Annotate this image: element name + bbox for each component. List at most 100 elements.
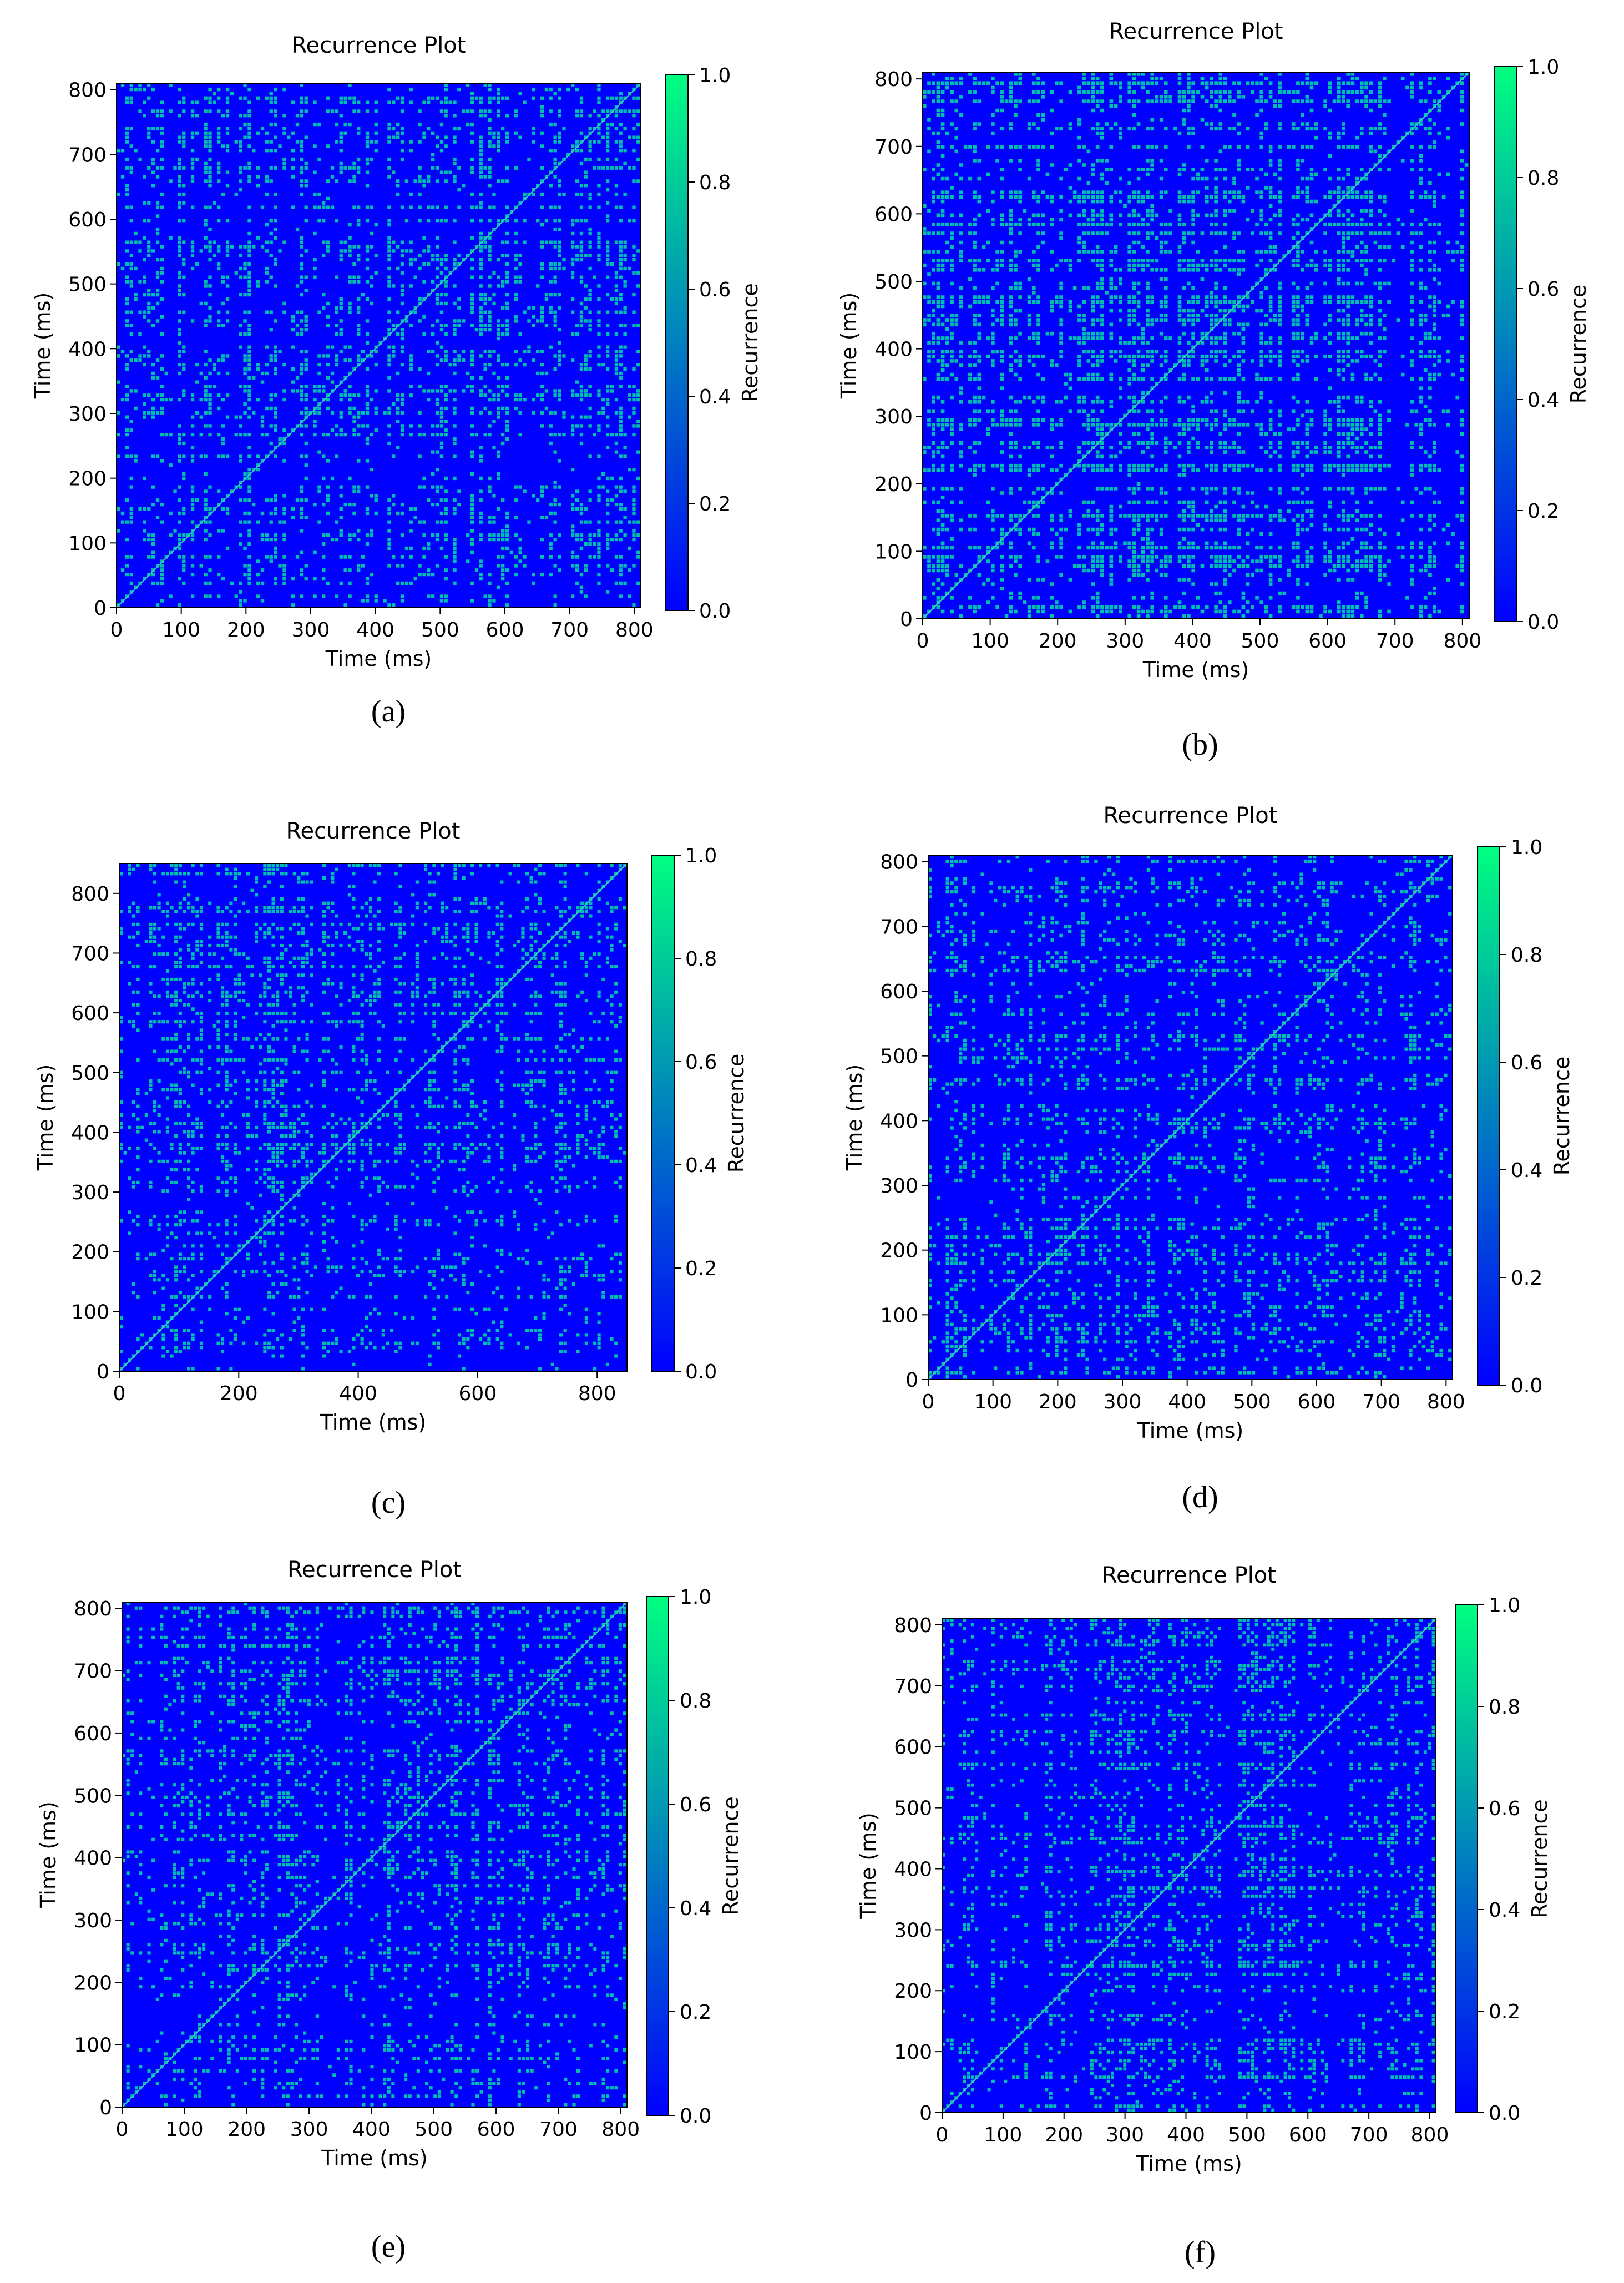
colorbar-label: Recurrence [719,1796,743,1916]
y-tick-label: 300 [68,403,107,426]
chart-title: Recurrence Plot [287,1557,462,1583]
x-tick-label: 500 [421,619,459,642]
y-tick-label: 100 [68,532,107,555]
plot-frame [122,1602,628,2108]
y-tick-label: 600 [68,209,107,231]
y-tick-label: 0 [94,597,107,620]
line-of-identity [122,1602,628,2108]
colorbar [651,855,675,1372]
subfigure-label: (b) [1182,728,1218,762]
y-tick-label: 100 [874,541,913,563]
x-tick-label: 800 [601,2118,640,2141]
colorbar-label: Recurrence [1566,285,1591,404]
y-tick-label: 200 [74,1972,112,1994]
y-tick-label: 400 [68,338,107,361]
colorbar-tick-label: 0.0 [1527,611,1559,634]
x-tick-label: 200 [1045,2124,1083,2146]
y-tick-label: 800 [880,851,918,874]
x-tick-label: 500 [1228,2124,1266,2146]
y-axis-label: Time (ms) [837,292,861,400]
colorbar-tick-label: 0.2 [685,1257,717,1280]
colorbar-tick-label: 0.2 [1489,2001,1520,2023]
x-tick-label: 600 [1308,630,1347,653]
colorbar-tick-label: 0.4 [1527,389,1559,412]
colorbar-tick-label: 0.0 [1489,2102,1520,2125]
colorbar-label: Recurrence [738,283,762,402]
colorbar-label: Recurrence [1527,1799,1552,1918]
y-tick-label: 200 [874,473,913,496]
y-tick-label: 0 [905,1369,918,1392]
x-tick-label: 700 [550,619,589,642]
recurrence-plot-c: Recurrence Plot 0 200 400 600 800 0 100 200 300 40… [33,819,748,1435]
colorbar-tick-label: 0.8 [699,171,731,194]
x-tick-label: 600 [486,619,524,642]
line-of-identity [928,855,1453,1380]
colorbar-tick-label: 0.8 [1489,1696,1520,1719]
x-tick-label: 400 [339,1382,377,1405]
colorbar-tick-label: 1.0 [685,845,717,867]
y-tick-label: 500 [874,271,913,294]
y-tick-label: 400 [874,339,913,361]
x-tick-label: 700 [539,2118,578,2141]
x-tick-label: 300 [1104,1391,1142,1413]
y-tick-label: 200 [880,1240,918,1262]
y-tick-label: 300 [71,1181,109,1204]
colorbar-tick-label: 1.0 [1511,836,1542,859]
x-tick-label: 300 [290,2118,328,2141]
y-tick-label: 500 [68,274,107,296]
chart-title: Recurrence Plot [1102,1563,1276,1588]
x-tick-label: 100 [974,1391,1012,1413]
x-tick-label: 800 [615,619,654,642]
colorbar-tick-label: 0.8 [680,1690,711,1713]
x-tick-label: 800 [1427,1391,1465,1413]
x-tick-label: 100 [984,2124,1023,2146]
x-tick-label: 600 [459,1382,497,1405]
x-tick-label: 200 [1039,630,1077,653]
subfigure-label: (a) [371,694,406,729]
colorbar-tick-label: 0.6 [1511,1052,1542,1074]
y-tick-label: 700 [894,1675,932,1698]
subfigure-label: (c) [371,1486,406,1520]
x-tick-label: 200 [1039,1391,1077,1413]
y-tick-label: 100 [894,2041,932,2064]
recurrence-plot-b: Recurrence Plot 0 100 200 300 400 500 600 700 800… [837,19,1591,682]
colorbar-tick-label: 0.6 [699,279,731,301]
x-axis-label: Time (ms) [325,646,432,671]
y-tick-label: 0 [99,2097,112,2119]
line-of-identity [116,83,641,608]
y-axis-label: Time (ms) [33,1064,58,1171]
x-tick-label: 300 [1106,630,1144,653]
panel-a: Recurrence Plot 0 100 200 300 400 500 600 700 800… [0,0,812,761]
x-axis-label: Time (ms) [320,1410,427,1435]
line-of-identity [942,1618,1436,2113]
x-tick-label: 300 [292,619,330,642]
y-tick-label: 700 [71,942,109,965]
colorbar [1494,66,1517,622]
y-tick-label: 300 [880,1175,918,1198]
y-axis-label: Time (ms) [856,1812,881,1920]
y-axis-label: Time (ms) [842,1064,867,1171]
y-tick-label: 300 [894,1919,932,1942]
y-tick-label: 0 [919,2102,932,2125]
chart-title: Recurrence Plot [292,33,466,58]
x-tick-label: 100 [971,630,1009,653]
x-tick-label: 500 [414,2118,453,2141]
y-tick-label: 400 [880,1110,918,1133]
panel-d: Recurrence Plot 0 100 200 300 400 500 600 700 800… [812,761,1623,1522]
chart-title: Recurrence Plot [286,819,461,844]
x-tick-label: 400 [356,619,394,642]
x-tick-label: 600 [1298,1391,1336,1413]
colorbar-tick-label: 1.0 [680,1586,711,1609]
x-tick-label: 500 [1241,630,1279,653]
y-tick-label: 400 [74,1847,112,1870]
colorbar-label: Recurrence [724,1054,748,1173]
x-tick-label: 0 [917,630,929,653]
panel-c: Recurrence Plot 0 200 400 600 800 0 100 200 300 40… [0,761,812,1522]
colorbar-tick-label: 0.0 [1511,1375,1542,1397]
plot-frame [922,72,1470,619]
y-tick-label: 200 [894,1980,932,2003]
x-tick-label: 0 [936,2124,949,2146]
x-tick-label: 300 [1106,2124,1144,2146]
x-tick-label: 400 [1173,630,1212,653]
colorbar-tick-label: 0.8 [1527,167,1559,190]
